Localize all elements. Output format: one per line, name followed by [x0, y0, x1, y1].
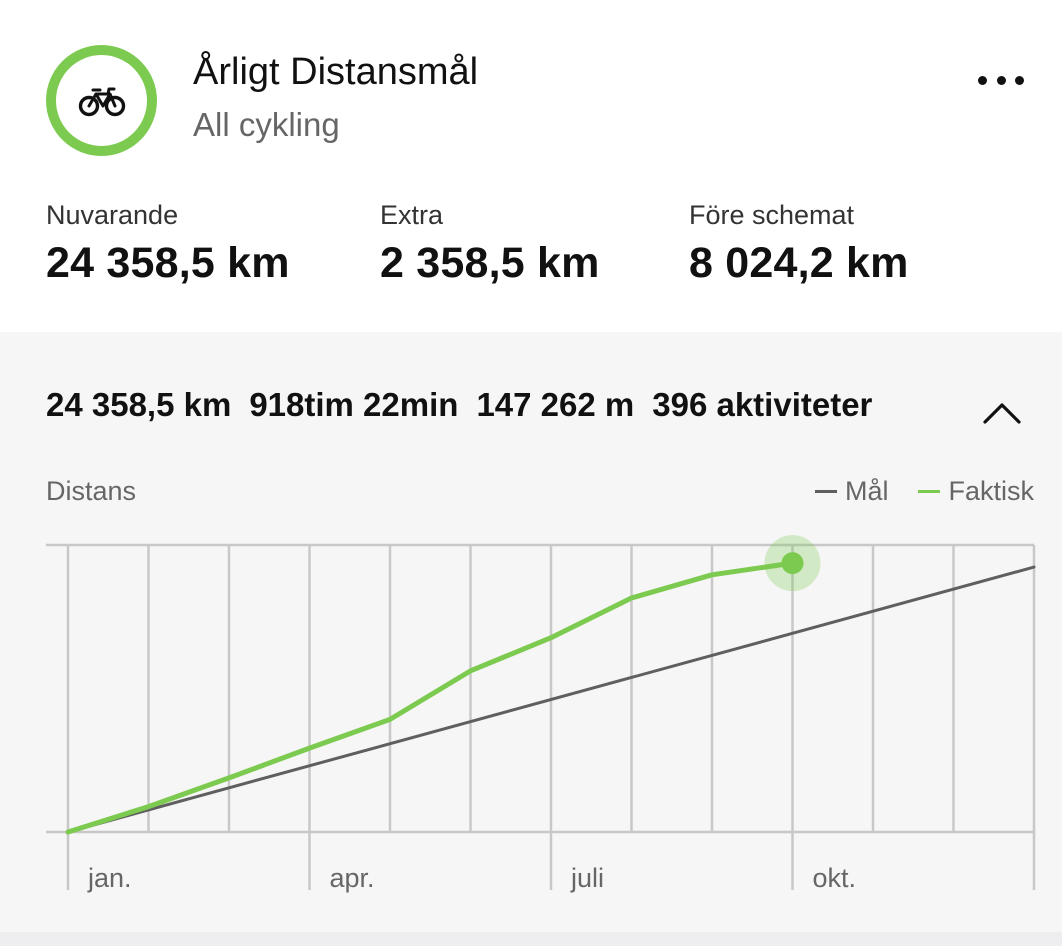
stat-current: Nuvarande 24 358,5 km: [46, 198, 290, 290]
stat-ahead: Före schemat 8 024,2 km: [689, 198, 909, 290]
x-tick-label: okt.: [813, 863, 857, 893]
goal-progress-ring: [46, 45, 157, 156]
chart-legend: Mål Faktisk: [814, 474, 1034, 508]
stat-extra-value: 2 358,5 km: [380, 239, 600, 287]
bicycle-icon: [78, 87, 125, 116]
bottom-divider: [0, 932, 1062, 946]
more-options-icon[interactable]: [970, 60, 1032, 100]
goal-subtitle: All cykling: [193, 106, 340, 143]
stat-current-value: 24 358,5 km: [46, 239, 290, 287]
x-tick-label: apr.: [330, 863, 375, 893]
stat-current-label: Nuvarande: [46, 200, 179, 230]
chevron-up-icon[interactable]: [980, 394, 1024, 430]
actual-series-line: [65, 560, 795, 835]
legend-label-actual: Faktisk: [948, 476, 1034, 506]
stat-ahead-label: Före schemat: [689, 200, 855, 230]
stat-ahead-value: 8 024,2 km: [689, 239, 909, 287]
chart-y-label: Distans: [46, 476, 137, 506]
current-point-marker: [781, 552, 804, 575]
goal-title: Årligt Distansmål: [193, 51, 479, 93]
goal-series-line: [66, 565, 1036, 834]
summary-row: 24 358,5 km 918tim 22min 147 262 m 396 a…: [46, 384, 872, 426]
legend-label-goal: Mål: [844, 476, 889, 506]
summary-time: 918tim 22min: [249, 386, 459, 423]
summary-activities: 396 aktiviteter: [652, 386, 873, 423]
legend-item-actual: Faktisk: [918, 474, 1034, 508]
summary-distance: 24 358,5 km: [46, 386, 232, 423]
legend-swatch-actual: [918, 489, 941, 493]
goal-header: Årligt Distansmål All cykling Nuvarande …: [0, 0, 1062, 332]
summary-elevation: 147 262 m: [476, 386, 635, 423]
distance-chart: jan. apr. juli okt.: [46, 535, 1036, 893]
legend-item-goal: Mål: [814, 474, 889, 508]
x-tick-label: jan.: [87, 863, 132, 893]
legend-swatch-goal: [814, 489, 837, 493]
stat-extra: Extra 2 358,5 km: [380, 198, 600, 290]
x-tick-label: juli: [570, 863, 604, 893]
stat-extra-label: Extra: [380, 200, 444, 230]
